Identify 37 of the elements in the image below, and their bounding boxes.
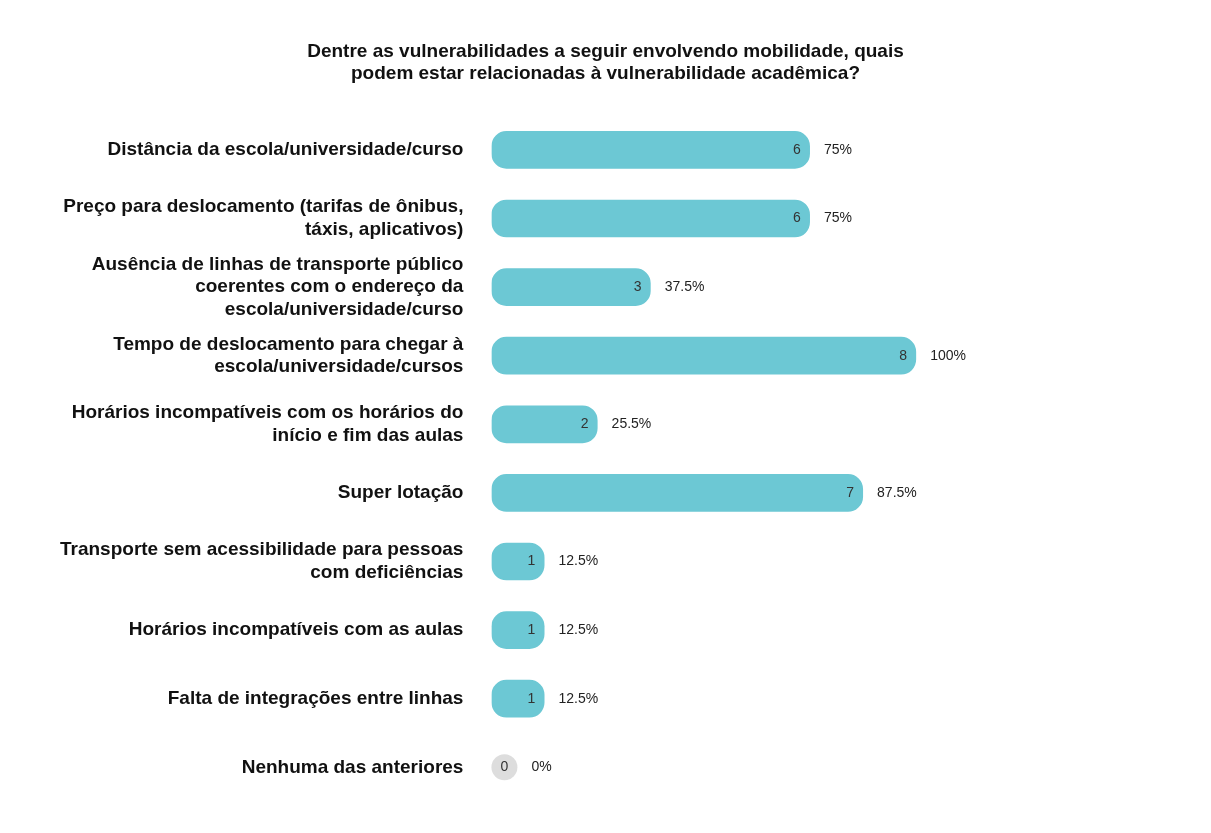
data-label: 7 <box>846 483 855 500</box>
y-tick-label: Nenhuma das anteriores <box>241 755 464 777</box>
y-tick-label: Falta de integrações entre linhas <box>167 686 464 708</box>
annotation: 75% <box>823 209 852 226</box>
annotation: 100% <box>930 346 966 363</box>
annotation: 25.5% <box>611 415 652 432</box>
y-tick-label: Preço para deslocamento (tarifas de ônibus, táxis, aplicativos) <box>63 195 464 240</box>
data-label: 0 <box>500 758 509 775</box>
data-label: 6 <box>793 209 802 226</box>
bar <box>491 131 810 169</box>
y-tick-label: Transporte sem acessibilidade para pessoas com deficiências <box>59 538 464 583</box>
y-tick-label: Ausência de linhas de transporte público coerentes com o endereço da escola/universidade/curso <box>91 252 464 320</box>
annotation: 12.5% <box>558 620 599 637</box>
bar <box>491 268 651 306</box>
annotation: 0% <box>531 758 552 775</box>
y-tick-label: Horários incompatíveis com os horários do início e fim das aulas <box>71 401 464 445</box>
y-tick-label: Super lotação <box>337 481 464 503</box>
y-tick-label: Tempo de deslocamento para chegar à escola/universidade/cursos <box>113 332 464 377</box>
annotation: 87.5% <box>877 483 917 500</box>
annotation: 75% <box>823 140 852 157</box>
y-tick-label: Horários incompatíveis com as aulas <box>128 618 464 640</box>
data-label: 3 <box>633 277 642 294</box>
bar <box>491 405 598 444</box>
bar <box>491 474 864 512</box>
data-label: 6 <box>793 140 802 157</box>
bar <box>491 199 810 238</box>
annotation: 12.5% <box>558 552 599 569</box>
data-label: 8 <box>899 346 908 363</box>
annotation: 37.5% <box>664 277 705 294</box>
annotation: 12.5% <box>558 689 599 706</box>
bar <box>491 336 917 375</box>
data-label: 2 <box>580 415 589 432</box>
data-label: 1 <box>527 689 536 706</box>
data-label: 1 <box>527 620 536 637</box>
chart-title: Dentre as vulnerabilidades a seguir envolvendo mobilidade, quais podem estar relacionadas à vulnerabilidade acadêmica? <box>307 39 904 84</box>
data-label: 1 <box>527 552 536 569</box>
y-tick-label: Distância da escola/universidade/curso <box>107 138 464 160</box>
